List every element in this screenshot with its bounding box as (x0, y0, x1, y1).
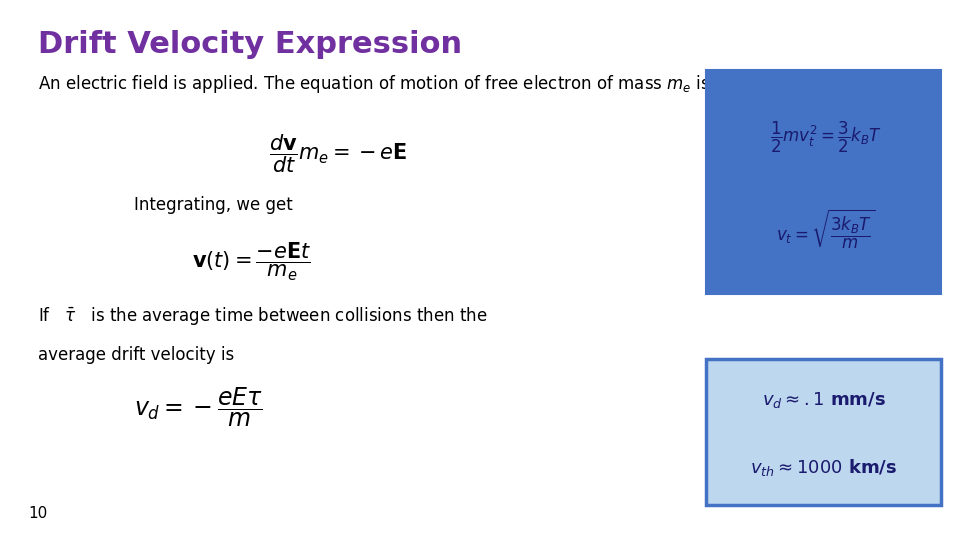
Text: 10: 10 (29, 505, 48, 521)
FancyBboxPatch shape (706, 70, 941, 294)
Text: Integrating, we get: Integrating, we get (134, 196, 293, 214)
FancyBboxPatch shape (706, 359, 941, 505)
Text: $\dfrac{d\mathbf{v}}{dt}m_e = -e\mathbf{E}$: $\dfrac{d\mathbf{v}}{dt}m_e = -e\mathbf{… (269, 133, 407, 175)
Text: $\mathit{v_{th}} \approx 1000$ km/s: $\mathit{v_{th}} \approx 1000$ km/s (750, 457, 898, 477)
Text: Drift Velocity Expression: Drift Velocity Expression (38, 30, 463, 59)
Text: $\mathit{v_d} \approx .1$ mm/s: $\mathit{v_d} \approx .1$ mm/s (761, 389, 886, 410)
Text: $v_d = -\dfrac{eE\tau}{m}$: $v_d = -\dfrac{eE\tau}{m}$ (134, 386, 263, 429)
Text: If   $\bar{\tau}$   is the average time between collisions then the: If $\bar{\tau}$ is the average time betw… (38, 305, 488, 327)
Text: $v_t = \sqrt{\dfrac{3k_BT}{m}}$: $v_t = \sqrt{\dfrac{3k_BT}{m}}$ (776, 208, 876, 251)
Text: An electric field is applied. The equation of motion of free electron of mass $m: An electric field is applied. The equati… (38, 73, 710, 94)
Text: $\dfrac{1}{2}mv_t^2 = \dfrac{3}{2}k_BT$: $\dfrac{1}{2}mv_t^2 = \dfrac{3}{2}k_BT$ (770, 120, 881, 156)
Text: average drift velocity is: average drift velocity is (38, 346, 234, 364)
Text: $\mathbf{v}(t) = \dfrac{-e\mathbf{E}t}{m_e}$: $\mathbf{v}(t) = \dfrac{-e\mathbf{E}t}{m… (192, 241, 311, 283)
